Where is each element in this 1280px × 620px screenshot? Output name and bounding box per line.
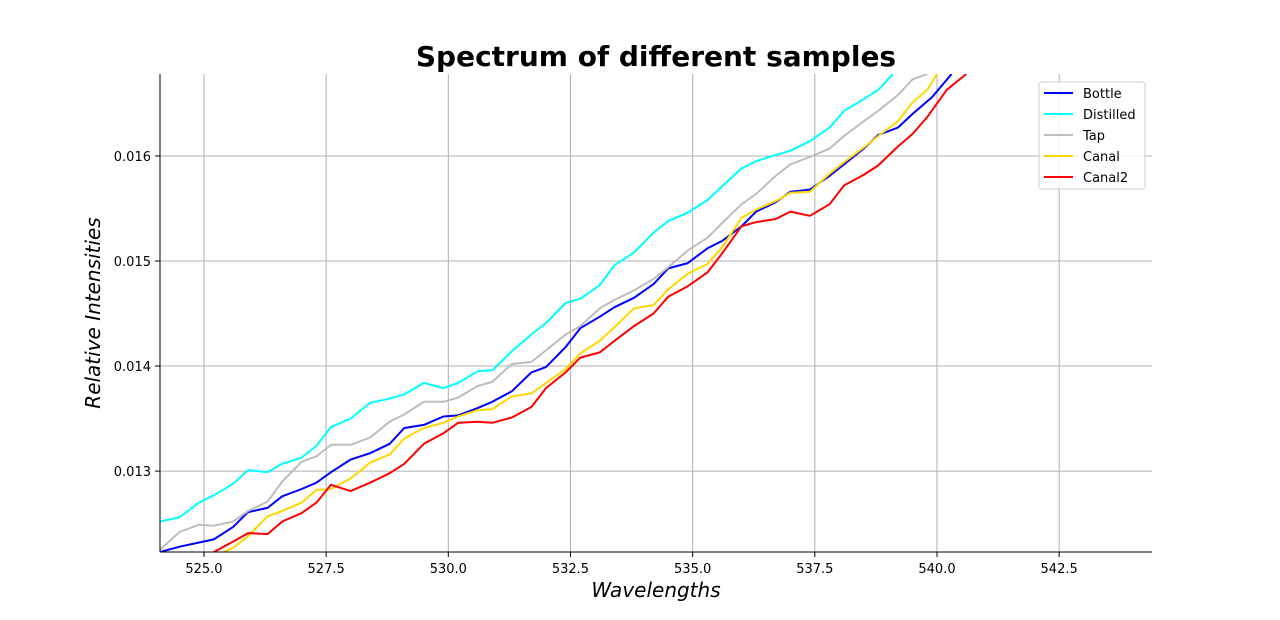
y-tick-label: 0.015 <box>114 255 151 270</box>
y-tick-label: 0.016 <box>114 150 151 165</box>
grid <box>160 74 1152 552</box>
x-tick-label: 535.0 <box>674 562 711 577</box>
legend-entry-label: Tap <box>1082 129 1105 144</box>
y-tick-label: 0.013 <box>114 465 151 480</box>
x-tick-label: 540.0 <box>918 562 955 577</box>
axes-spines <box>159 74 1152 553</box>
series-line-distilled <box>160 74 894 523</box>
legend-entry-label: Canal2 <box>1083 171 1128 186</box>
x-tick-label: 530.0 <box>430 562 467 577</box>
legend-box <box>1038 81 1146 190</box>
x-axis-label: Wavelengths <box>591 578 720 602</box>
y-axis-label: Relative Intensities <box>81 217 105 408</box>
x-tick-label: 527.5 <box>308 562 345 577</box>
series-lines <box>160 74 967 552</box>
x-tick-label: 532.5 <box>552 562 589 577</box>
series-line-canal <box>223 74 938 552</box>
legend-entry-label: Bottle <box>1083 87 1122 102</box>
legend: Bottle Distilled Tap Canal Canal2 <box>1038 81 1146 190</box>
chart-title: Spectrum of different samples <box>416 40 896 73</box>
y-tick-label: 0.014 <box>114 360 151 375</box>
x-tick-label: 525.0 <box>185 562 222 577</box>
x-tick-label: 537.5 <box>796 562 833 577</box>
axis-ticks: 525.0 527.5 530.0 532.5 535.0 537.5 540.0 542.5… <box>114 150 1078 577</box>
legend-entry-label: Distilled <box>1083 108 1136 123</box>
x-tick-label: 542.5 <box>1041 562 1078 577</box>
legend-entry-label: Canal <box>1083 150 1120 165</box>
series-line-canal2 <box>213 74 967 552</box>
series-line-tap <box>160 74 928 551</box>
